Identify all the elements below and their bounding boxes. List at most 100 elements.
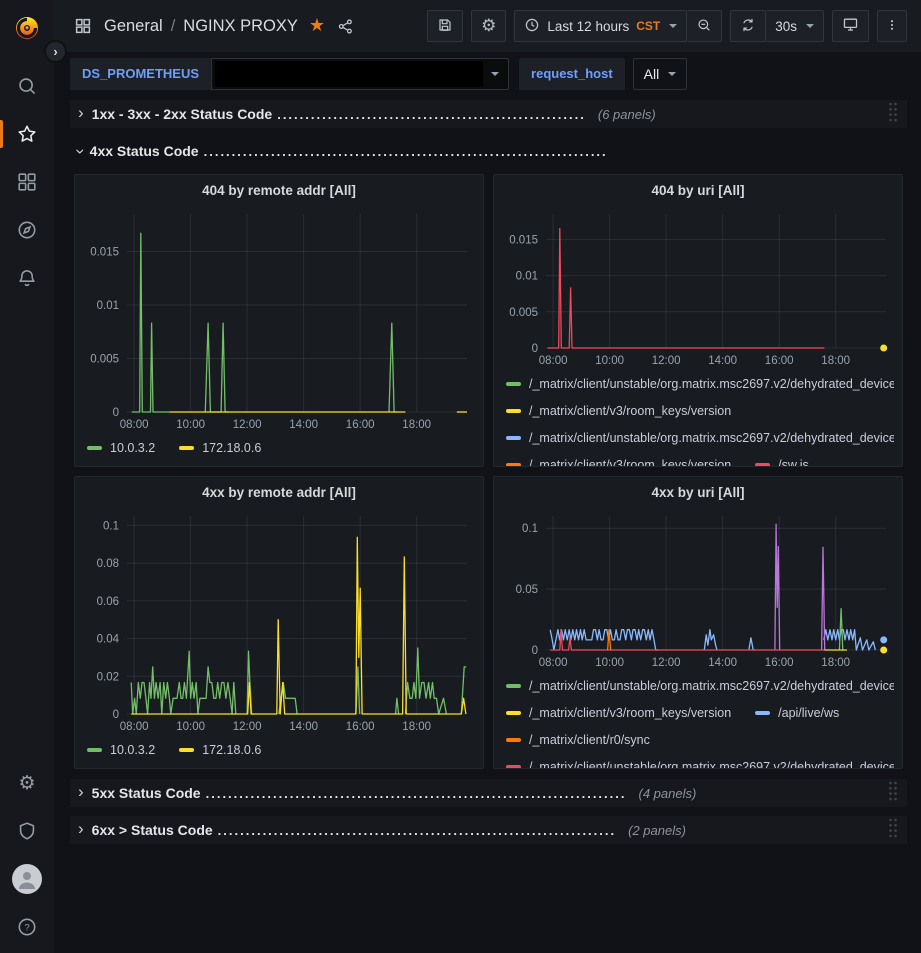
help-icon: ? — [16, 916, 38, 938]
dashboards-grid-icon — [16, 171, 38, 193]
bell-icon — [16, 267, 38, 289]
timezone-label: CST — [636, 19, 660, 33]
redacted-value — [215, 61, 483, 87]
svg-text:0.01: 0.01 — [97, 300, 119, 312]
grafana-logo[interactable] — [7, 8, 47, 48]
legend-swatch — [506, 409, 521, 413]
chart-area: 08:0010:0012:0014:0016:0018:0000.020.040… — [83, 506, 475, 736]
save-dashboard-button[interactable] — [427, 10, 463, 42]
sidebar-expand-button[interactable]: › — [44, 40, 67, 63]
dashboard-settings-button[interactable]: ⚙ — [471, 10, 506, 42]
legend-item[interactable]: /_matrix/client/unstable/org.matrix.msc2… — [506, 760, 894, 770]
kebab-menu-button[interactable] — [877, 10, 907, 42]
breadcrumb-dashboard[interactable]: NGINX PROXY — [183, 17, 298, 36]
legend-item[interactable]: /_matrix/client/v3/room_keys/version — [506, 706, 731, 720]
dashboard-row-5xx[interactable]: › 5xx Status Code ......................… — [70, 779, 907, 807]
svg-text:08:00: 08:00 — [120, 419, 149, 431]
svg-text:18:00: 18:00 — [821, 355, 850, 367]
legend-item[interactable]: /_matrix/client/v3/room_keys/version — [506, 404, 731, 418]
cycle-view-mode-button[interactable] — [832, 10, 869, 42]
panel-title[interactable]: 404 by remote addr [All] — [83, 179, 475, 204]
gear-icon: ⚙ — [18, 774, 35, 793]
legend: /_matrix/client/unstable/org.matrix.msc2… — [502, 370, 894, 467]
sidebar-item-search[interactable] — [0, 62, 54, 110]
sidebar-item-help[interactable]: ? — [0, 903, 54, 951]
legend-item[interactable]: /_matrix/client/r0/sync — [506, 733, 650, 747]
legend-item[interactable]: /_matrix/client/unstable/org.matrix.msc2… — [506, 431, 894, 445]
legend: 10.0.3.2 172.18.0.6 — [83, 434, 475, 461]
svg-text:0.06: 0.06 — [97, 596, 119, 608]
svg-text:14:00: 14:00 — [708, 657, 737, 669]
svg-text:10:00: 10:00 — [595, 657, 624, 669]
sidebar-item-profile[interactable] — [0, 855, 54, 903]
svg-text:0.01: 0.01 — [516, 271, 538, 283]
chart[interactable]: 08:0010:0012:0014:0016:0018:0000.0050.01… — [83, 204, 475, 434]
legend-item[interactable]: /_matrix/client/unstable/org.matrix.msc2… — [506, 377, 894, 391]
legend-item[interactable]: 172.18.0.6 — [179, 441, 261, 455]
svg-text:12:00: 12:00 — [652, 657, 681, 669]
refresh-button[interactable] — [730, 10, 766, 42]
legend-swatch — [87, 446, 102, 450]
variable-select-request-host[interactable]: All — [633, 58, 688, 90]
panel-404-by-remote-addr: 404 by remote addr [All] 08:0010:0012:00… — [74, 174, 484, 467]
legend-swatch — [506, 765, 521, 769]
breadcrumb-folder[interactable]: General — [104, 17, 163, 36]
sidebar-item-explore[interactable] — [0, 206, 54, 254]
panel-title[interactable]: 404 by uri [All] — [502, 179, 894, 204]
svg-text:0.005: 0.005 — [509, 307, 538, 319]
refresh-interval-label: 30s — [775, 19, 797, 34]
variable-select-ds[interactable] — [211, 58, 509, 90]
panel-4xx-by-remote-addr: 4xx by remote addr [All] 08:0010:0012:00… — [74, 476, 484, 769]
chart[interactable]: 08:0010:0012:0014:0016:0018:0000.0050.01… — [502, 204, 894, 370]
svg-text:0.05: 0.05 — [516, 584, 538, 596]
chevron-down-icon — [806, 24, 814, 28]
legend-item[interactable]: /_matrix/client/unstable/org.matrix.msc2… — [506, 679, 894, 693]
dashboard-row-4xx[interactable]: › 4xx Status Code ......................… — [70, 137, 907, 165]
drag-handle-icon[interactable] — [887, 780, 899, 807]
legend-swatch — [506, 711, 521, 715]
chart[interactable]: 08:0010:0012:0014:0016:0018:0000.050.1 — [502, 506, 894, 672]
dashboard-row-6xx[interactable]: › 6xx > Status Code ....................… — [70, 816, 907, 844]
sidebar-item-dashboards[interactable] — [0, 158, 54, 206]
legend-item[interactable]: /sw.js — [755, 458, 809, 468]
panel-title[interactable]: 4xx by remote addr [All] — [83, 481, 475, 506]
refresh-interval-picker[interactable]: 30s — [766, 10, 824, 42]
share-icon[interactable] — [337, 18, 354, 35]
favorite-star-icon[interactable]: ★ — [309, 17, 325, 35]
drag-handle-icon[interactable] — [887, 101, 899, 128]
monitor-icon — [842, 16, 859, 36]
svg-text:10:00: 10:00 — [176, 721, 205, 733]
legend: 10.0.3.2 172.18.0.6 — [83, 736, 475, 763]
row-dots: ........................................… — [277, 107, 586, 122]
clock-icon — [524, 17, 540, 36]
dashboard-row-1xx-3xx-2xx[interactable]: › 1xx - 3xx - 2xx Status Code ..........… — [70, 100, 907, 128]
panel-grid: 404 by remote addr [All] 08:0010:0012:00… — [74, 174, 903, 769]
legend-item[interactable]: /api/live/ws — [755, 706, 839, 720]
svg-text:0: 0 — [532, 645, 538, 657]
legend: /_matrix/client/unstable/org.matrix.msc2… — [502, 672, 894, 769]
legend-item[interactable]: 10.0.3.2 — [87, 441, 155, 455]
sidebar-item-server-admin[interactable] — [0, 807, 54, 855]
legend-swatch — [506, 436, 521, 440]
zoom-out-icon — [696, 17, 712, 36]
drag-handle-icon[interactable] — [887, 817, 899, 844]
panel-title[interactable]: 4xx by uri [All] — [502, 481, 894, 506]
row-dots: ........................................… — [218, 823, 616, 838]
svg-text:16:00: 16:00 — [765, 657, 794, 669]
svg-text:0.015: 0.015 — [509, 234, 538, 246]
svg-text:0.02: 0.02 — [97, 671, 119, 683]
chevron-right-icon: › — [78, 104, 84, 121]
legend-item[interactable]: 172.18.0.6 — [179, 743, 261, 757]
sidebar-item-configuration[interactable]: ⚙ — [0, 759, 54, 807]
legend-item[interactable]: /_matrix/client/v3/room_keys/version — [506, 458, 731, 468]
grafana-app: ⚙ ? › — [0, 0, 921, 953]
sidebar-item-alerting[interactable] — [0, 254, 54, 302]
row-title: 4xx Status Code — [90, 143, 199, 159]
sidebar-item-starred[interactable] — [0, 110, 54, 158]
time-range-picker[interactable]: Last 12 hours CST — [514, 10, 687, 42]
chart[interactable]: 08:0010:0012:0014:0016:0018:0000.020.040… — [83, 506, 475, 736]
svg-text:0.015: 0.015 — [90, 247, 119, 259]
legend-item[interactable]: 10.0.3.2 — [87, 743, 155, 757]
svg-text:16:00: 16:00 — [346, 419, 375, 431]
zoom-out-button[interactable] — [687, 10, 722, 42]
